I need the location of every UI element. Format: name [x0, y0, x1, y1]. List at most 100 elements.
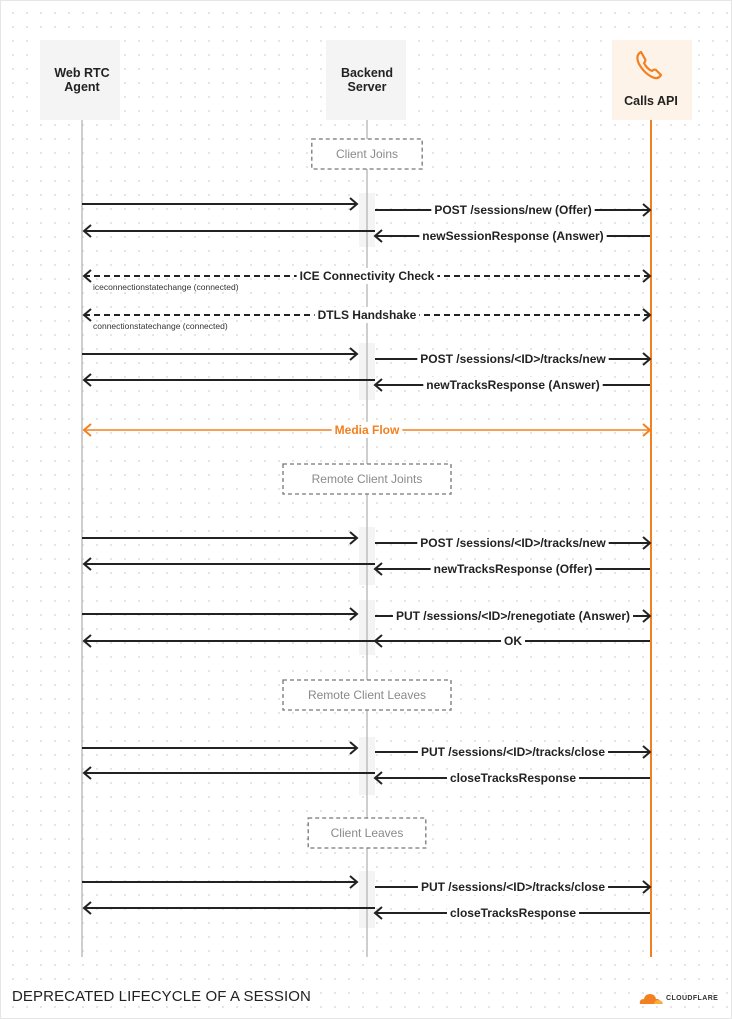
message-label: DTLS Handshake	[318, 308, 417, 322]
arrowhead-icon	[349, 741, 359, 755]
message-label: POST /sessions/new (Offer)	[434, 203, 591, 217]
arrowhead-icon	[82, 901, 92, 915]
section-label: Client Joins	[336, 147, 398, 161]
arrowhead-icon	[642, 269, 652, 283]
message-arrow: closeTracksResponse	[373, 770, 650, 786]
section-label: Remote Client Joints	[312, 472, 423, 486]
label-background	[417, 351, 609, 367]
arrowhead-icon	[349, 875, 359, 889]
label-background	[331, 422, 403, 438]
participant-label: Agent	[64, 80, 100, 94]
arrowhead-icon	[349, 607, 359, 621]
label-background	[446, 905, 580, 921]
label-background	[417, 744, 609, 760]
message-arrow	[82, 607, 359, 621]
message-arrow	[82, 224, 375, 238]
message-arrow: POST /sessions/<ID>/tracks/new	[375, 351, 652, 367]
arrowhead-icon	[82, 224, 92, 238]
message-label: POST /sessions/<ID>/tracks/new	[420, 352, 606, 366]
section-marker: Client Joins	[311, 138, 423, 170]
participant-label: Calls API	[624, 94, 678, 108]
message-label: newSessionResponse (Answer)	[422, 229, 603, 243]
arrowhead-icon	[349, 531, 359, 545]
message-label: newTracksResponse (Offer)	[434, 562, 593, 576]
arrowhead-icon	[642, 203, 652, 217]
message-arrow: POST /sessions/new (Offer)	[375, 202, 652, 218]
message-arrow: POST /sessions/<ID>/tracks/new	[375, 535, 652, 551]
participant-calls: Calls API	[612, 40, 692, 957]
label-background	[417, 879, 609, 895]
message-label: PUT /sessions/<ID>/tracks/close	[421, 880, 605, 894]
arrowhead-icon	[642, 423, 652, 437]
media-flow-arrow: Media Flow	[82, 422, 652, 438]
message-label: PUT /sessions/<ID>/renegotiate (Answer)	[396, 609, 630, 623]
arrowhead-icon	[373, 229, 383, 243]
section-box	[311, 138, 423, 170]
diagram-title: DEPRECATED LIFECYCLE OF A SESSION	[12, 988, 311, 1005]
arrowhead-icon	[82, 308, 92, 322]
participant-label: Web RTC	[54, 66, 109, 80]
label-background	[417, 535, 609, 551]
participant-label: Backend	[341, 66, 393, 80]
section-marker: Remote Client Leaves	[282, 679, 452, 711]
arrowhead-icon	[82, 557, 92, 571]
arrowhead-icon	[82, 634, 92, 648]
section-label: Client Leaves	[331, 826, 404, 840]
message-arrow	[82, 741, 359, 755]
message-arrow: newSessionResponse (Answer)	[373, 228, 650, 244]
section-box	[307, 817, 427, 849]
arrowhead-icon	[373, 771, 383, 785]
message-label: closeTracksResponse	[450, 771, 576, 785]
arrowhead-icon	[349, 197, 359, 211]
label-background	[423, 377, 603, 393]
section-marker: Client Leaves	[307, 817, 427, 849]
participant-box	[40, 40, 120, 120]
label-background	[431, 202, 595, 218]
message-note: iceconnectionstatechange (connected)	[93, 282, 239, 292]
label-background	[314, 307, 420, 323]
section-box	[282, 679, 452, 711]
message-label: OK	[504, 634, 522, 648]
section-box	[282, 463, 452, 495]
arrowhead-icon	[642, 352, 652, 366]
arrowhead-icon	[373, 562, 383, 576]
arrowhead-icon	[642, 536, 652, 550]
dashed-message: ICE Connectivity Check iceconnectionstate…	[82, 268, 652, 292]
message-arrow: PUT /sessions/<ID>/tracks/close	[375, 879, 652, 895]
message-label: ICE Connectivity Check	[300, 269, 435, 283]
phone-icon	[636, 50, 663, 80]
cloud-icon	[639, 994, 663, 1004]
label-background	[446, 770, 580, 786]
arrowhead-icon	[82, 766, 92, 780]
participant-label: Server	[348, 80, 387, 94]
arrowhead-icon	[82, 423, 92, 437]
arrowhead-icon	[642, 609, 652, 623]
dashed-message: DTLS Handshake connectionstatechange (con…	[82, 307, 652, 331]
message-arrow	[82, 373, 375, 387]
message-arrow	[82, 557, 375, 571]
message-label: Media Flow	[335, 423, 400, 437]
participant-box	[612, 40, 692, 120]
message-arrow	[82, 197, 359, 211]
section-marker: Remote Client Joints	[282, 463, 452, 495]
message-arrow: newTracksResponse (Offer)	[373, 561, 650, 577]
message-arrow	[82, 347, 359, 361]
message-note: connectionstatechange (connected)	[93, 321, 228, 331]
participant-box	[326, 40, 406, 120]
message-label: closeTracksResponse	[450, 906, 576, 920]
cloudflare-logo: CLOUDFLARE	[638, 991, 718, 1005]
message-label: POST /sessions/<ID>/tracks/new	[420, 536, 606, 550]
arrowhead-icon	[642, 745, 652, 759]
section-label: Remote Client Leaves	[308, 688, 426, 702]
arrowhead-icon	[373, 906, 383, 920]
arrowhead-icon	[642, 880, 652, 894]
message-arrow: PUT /sessions/<ID>/renegotiate (Answer)	[375, 608, 652, 624]
arrowhead-icon	[82, 269, 92, 283]
message-label: PUT /sessions/<ID>/tracks/close	[421, 745, 605, 759]
label-background	[501, 633, 525, 649]
message-arrow	[82, 901, 375, 915]
label-background	[392, 608, 634, 624]
